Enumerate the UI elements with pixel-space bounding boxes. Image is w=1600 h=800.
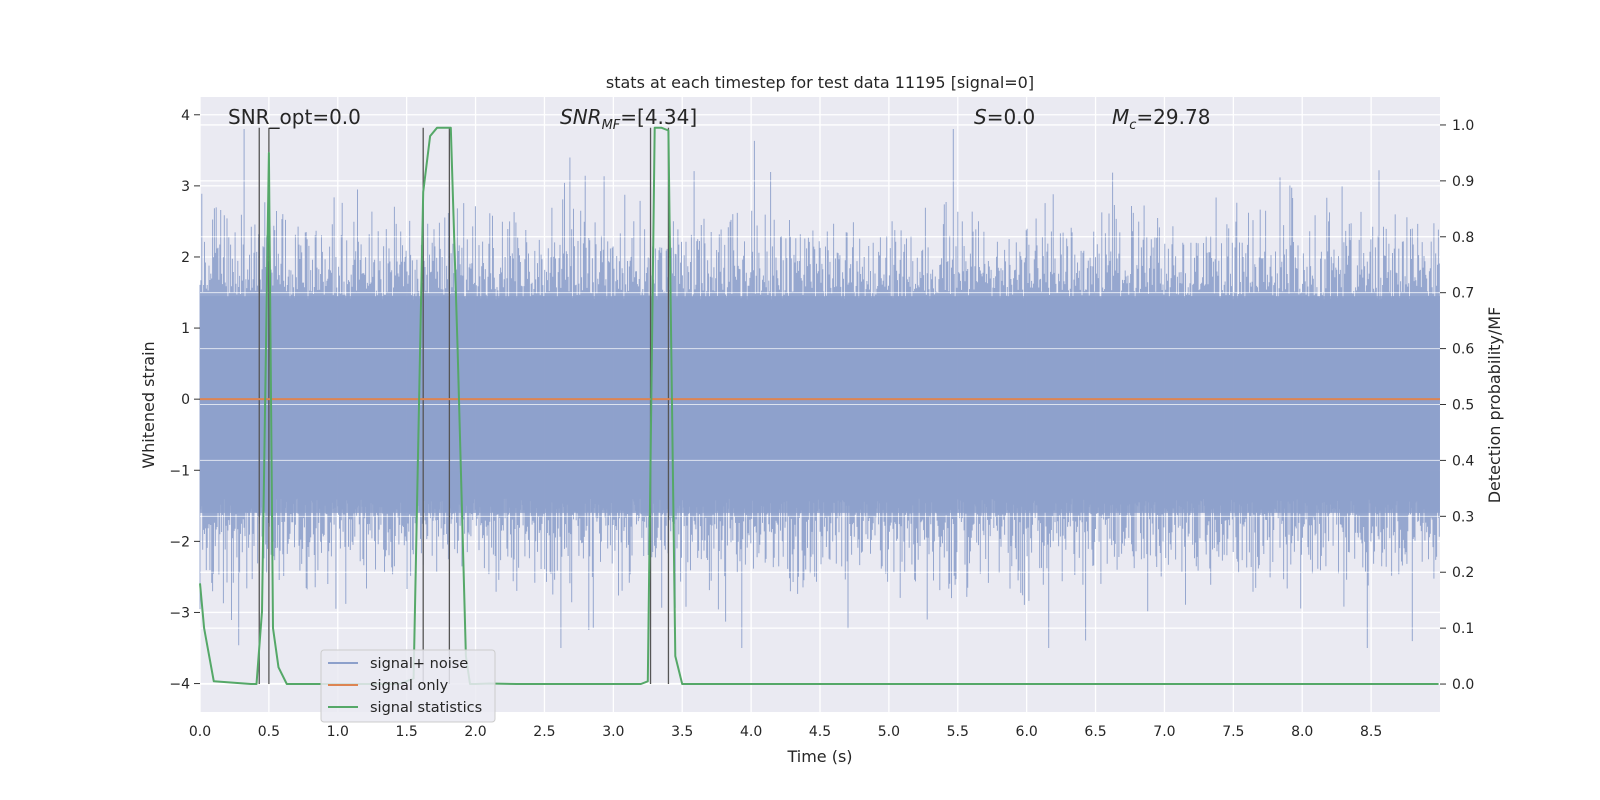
x-tick-label: 4.5: [809, 724, 831, 740]
y-right-tick-label: 0.3: [1452, 509, 1474, 525]
x-tick-label: 3.0: [602, 724, 624, 740]
y-tick-label: 2: [181, 250, 190, 266]
mc-symbol: M: [1112, 105, 1129, 129]
y-tick-label: 1: [181, 321, 190, 337]
y-right-tick-label: 0.6: [1452, 342, 1474, 358]
y-right-tick-label: 0.8: [1452, 230, 1474, 246]
x-tick-label: 4.0: [740, 724, 762, 740]
x-tick-label: 2.5: [533, 724, 555, 740]
x-tick-label: 0.0: [189, 724, 211, 740]
x-tick-label: 3.5: [671, 724, 693, 740]
y-right-tick-label: 0.4: [1452, 453, 1474, 469]
x-tick-label: 8.5: [1360, 724, 1382, 740]
x-tick-label: 5.0: [878, 724, 900, 740]
snr-opt-annotation: SNR_opt=0.0: [228, 105, 361, 129]
s-symbol: S: [974, 105, 987, 129]
mc-subscript: c: [1129, 118, 1136, 133]
x-tick-label: 2.0: [464, 724, 486, 740]
legend-label-signal-noise: signal+ noise: [370, 656, 468, 672]
y-tick-label: 3: [181, 179, 190, 195]
x-tick-label: 6.0: [1016, 724, 1038, 740]
y-tick-label: −4: [169, 677, 190, 693]
legend: signal+ noise signal only signal statist…: [320, 649, 496, 723]
snr-mf-value: =[4.34]: [620, 105, 697, 129]
x-tick-label: 1.0: [327, 724, 349, 740]
y-tick-label: −2: [169, 534, 190, 550]
y-tick-label: −3: [169, 605, 190, 621]
y-tick-label: 0: [181, 392, 190, 408]
mc-annotation: Mc=29.78: [1112, 105, 1210, 133]
y-tick-label: −1: [169, 463, 190, 479]
y-tick-label: 4: [181, 108, 190, 124]
y-right-tick-label: 0.9: [1452, 174, 1474, 190]
x-axis-label: Time (s): [786, 747, 852, 766]
chart-title: stats at each timestep for test data 111…: [606, 73, 1034, 92]
s-value: =0.0: [987, 105, 1036, 129]
tick-labels: 0.0 0.5 1.0 1.5 2.0 2.5 3.0 3.5 4.0 4.5 5.0 5.5 6.0 6…: [169, 108, 1474, 740]
mc-value: =29.78: [1136, 105, 1210, 129]
x-tick-label: 0.5: [258, 724, 280, 740]
signal-statistics-line: [199, 126, 1439, 685]
line-series: [199, 126, 1440, 685]
x-tick-label: 5.5: [947, 724, 969, 740]
signal-noise-series: [199, 124, 1440, 685]
y-right-tick-label: 0.2: [1452, 565, 1474, 581]
x-tick-label: 7.0: [1153, 724, 1175, 740]
x-tick-label: 6.5: [1084, 724, 1106, 740]
y-right-tick-label: 0.0: [1452, 677, 1474, 693]
y-right-tick-label: 0.7: [1452, 286, 1474, 302]
legend-box: [320, 649, 496, 723]
legend-label-signal-statistics: signal statistics: [370, 700, 482, 716]
x-tick-label: 8.0: [1291, 724, 1313, 740]
s-annotation: S=0.0: [974, 105, 1035, 129]
snr-mf-subscript: MF: [602, 118, 621, 133]
snr-mf-annotation: SNRMF=[4.34]: [560, 105, 697, 133]
y-axis-label: Whitened strain: [139, 341, 158, 468]
y-right-tick-label: 1.0: [1452, 118, 1474, 134]
x-tick-label: 7.5: [1222, 724, 1244, 740]
y-axis-right-label: Detection probability/MF: [1485, 307, 1504, 504]
x-tick-label: 1.5: [396, 724, 418, 740]
signal-noise-line: [199, 129, 1440, 648]
y-right-tick-label: 0.5: [1452, 398, 1474, 414]
snr-mf-symbol: SNR: [560, 105, 602, 129]
legend-label-signal-only: signal only: [370, 678, 449, 694]
y-right-tick-label: 0.1: [1452, 621, 1474, 637]
